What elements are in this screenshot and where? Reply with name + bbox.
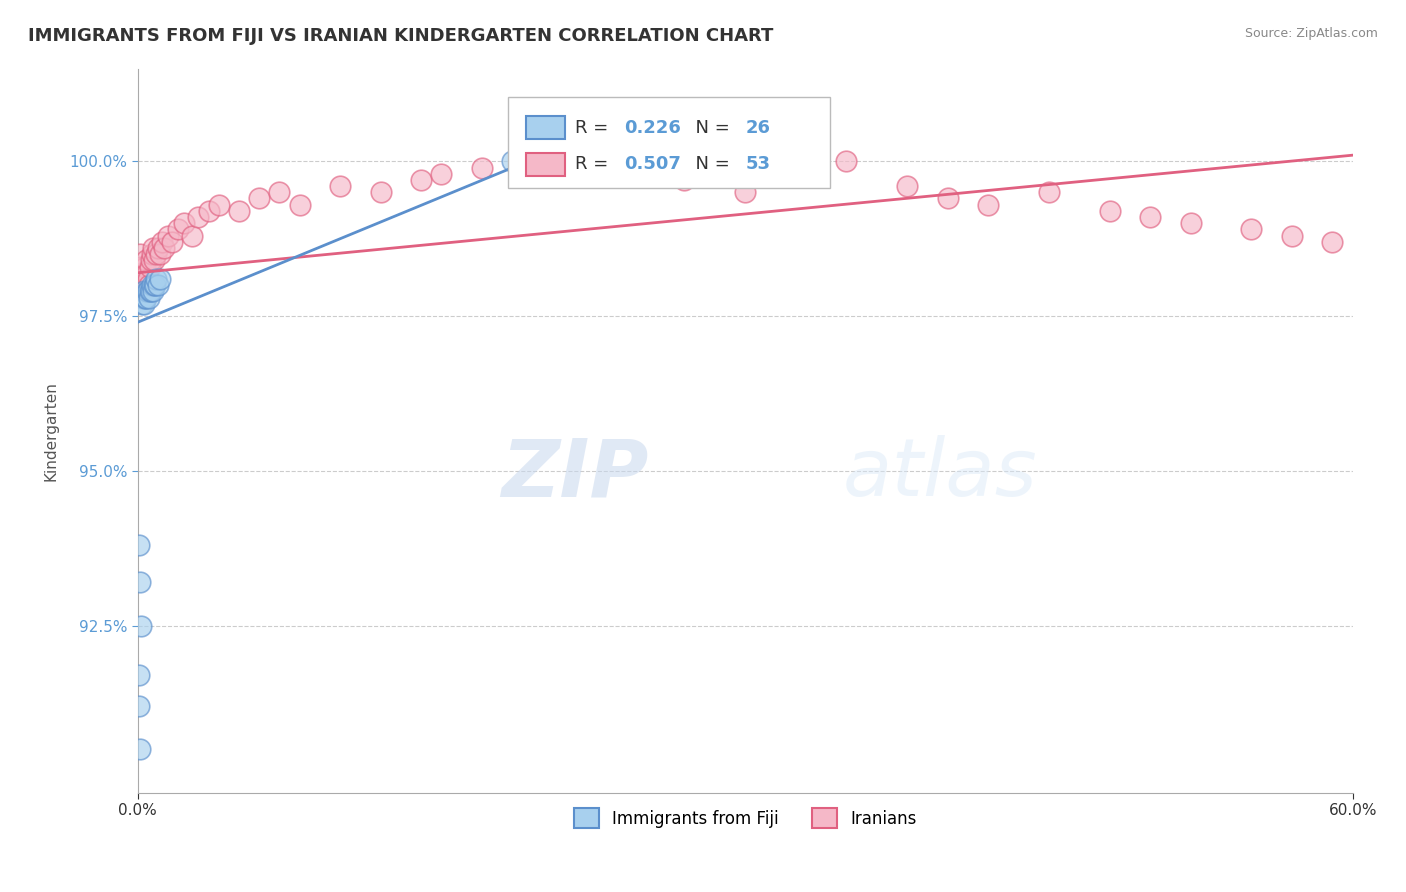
Point — [1098, 203, 1121, 218]
Point — [531, 154, 554, 169]
Point — [142, 241, 165, 255]
Point — [128, 538, 150, 552]
Point — [132, 285, 155, 299]
Point — [187, 210, 209, 224]
Point — [160, 235, 183, 249]
Legend: Immigrants from Fiji, Iranians: Immigrants from Fiji, Iranians — [567, 801, 924, 835]
Point — [136, 272, 159, 286]
Point — [145, 272, 167, 286]
Point — [134, 291, 156, 305]
Point — [150, 235, 173, 249]
Text: Source: ZipAtlas.com: Source: ZipAtlas.com — [1244, 27, 1378, 40]
Text: N =: N = — [685, 119, 735, 136]
Point — [572, 154, 595, 169]
Point — [149, 247, 172, 261]
Point — [134, 260, 156, 274]
Point — [1240, 222, 1263, 236]
Point — [139, 253, 162, 268]
Point — [139, 260, 162, 274]
Point — [142, 278, 165, 293]
Point — [173, 216, 195, 230]
Point — [132, 272, 155, 286]
Point — [1281, 228, 1303, 243]
Point — [197, 203, 219, 218]
Point — [131, 296, 153, 310]
Text: R =: R = — [575, 119, 614, 136]
Point — [515, 154, 537, 169]
Point — [288, 197, 311, 211]
FancyBboxPatch shape — [526, 116, 565, 139]
Text: 53: 53 — [745, 155, 770, 173]
FancyBboxPatch shape — [508, 97, 830, 188]
Text: atlas: atlas — [842, 435, 1038, 513]
Point — [181, 228, 204, 243]
Text: R =: R = — [575, 155, 614, 173]
Point — [135, 253, 157, 268]
Point — [141, 247, 163, 261]
Point — [135, 291, 157, 305]
Text: 26: 26 — [745, 119, 770, 136]
Point — [153, 241, 176, 255]
Text: N =: N = — [685, 155, 735, 173]
Text: ZIP: ZIP — [501, 435, 648, 513]
Point — [673, 173, 696, 187]
Point — [142, 285, 165, 299]
Point — [149, 272, 172, 286]
Point — [734, 186, 756, 200]
Y-axis label: Kindergarten: Kindergarten — [44, 381, 58, 481]
Point — [471, 161, 494, 175]
Point — [135, 266, 157, 280]
Point — [128, 575, 150, 590]
Point — [129, 260, 152, 274]
Point — [896, 179, 918, 194]
Point — [143, 278, 166, 293]
Point — [131, 266, 153, 280]
Point — [129, 742, 152, 756]
Point — [157, 228, 180, 243]
Point — [936, 192, 959, 206]
Point — [1038, 186, 1060, 200]
Point — [139, 285, 162, 299]
Point — [247, 192, 270, 206]
Point — [132, 291, 155, 305]
Point — [329, 179, 352, 194]
Point — [141, 278, 163, 293]
Text: 0.507: 0.507 — [624, 155, 681, 173]
Text: 0.226: 0.226 — [624, 119, 681, 136]
Point — [370, 186, 392, 200]
Point — [1139, 210, 1161, 224]
Point — [208, 197, 231, 211]
Point — [145, 247, 167, 261]
Point — [142, 253, 165, 268]
Point — [128, 668, 150, 682]
Point — [835, 154, 858, 169]
Point — [135, 285, 157, 299]
Point — [146, 241, 169, 255]
Point — [167, 222, 190, 236]
Point — [269, 186, 291, 200]
Point — [501, 154, 523, 169]
Point — [132, 278, 155, 293]
Point — [128, 247, 150, 261]
Point — [1322, 235, 1344, 249]
Point — [129, 618, 152, 632]
Point — [139, 285, 162, 299]
Point — [146, 278, 169, 293]
Point — [128, 698, 150, 713]
Point — [1180, 216, 1202, 230]
Point — [977, 197, 1000, 211]
Point — [633, 167, 655, 181]
Point — [132, 296, 155, 310]
Point — [138, 278, 160, 293]
Point — [430, 167, 453, 181]
Text: IMMIGRANTS FROM FIJI VS IRANIAN KINDERGARTEN CORRELATION CHART: IMMIGRANTS FROM FIJI VS IRANIAN KINDERGA… — [28, 27, 773, 45]
Point — [228, 203, 250, 218]
Point — [138, 291, 160, 305]
FancyBboxPatch shape — [526, 153, 565, 176]
Point — [136, 285, 159, 299]
Point — [411, 173, 433, 187]
